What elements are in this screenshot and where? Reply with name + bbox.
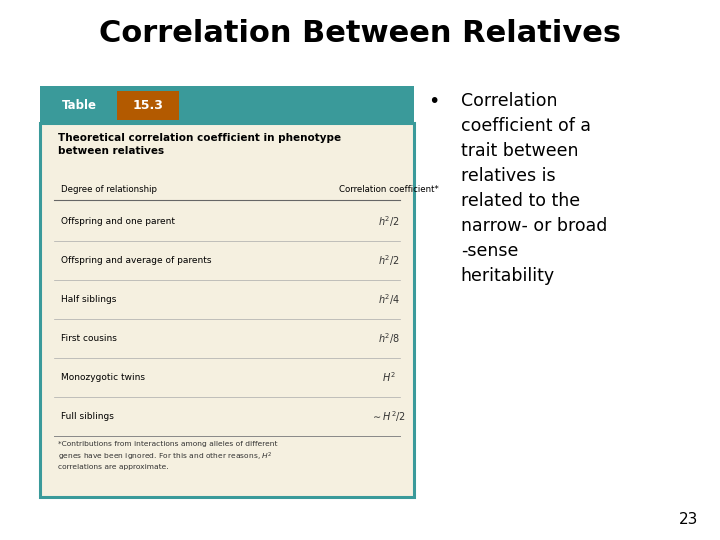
FancyBboxPatch shape — [40, 123, 414, 497]
Text: Degree of relationship: Degree of relationship — [61, 185, 157, 194]
Text: Correlation
coefficient of a
trait between
relatives is
related to the
narrow- o: Correlation coefficient of a trait betwe… — [461, 92, 607, 285]
Text: Monozygotic twins: Monozygotic twins — [61, 373, 145, 382]
Text: •: • — [428, 92, 440, 111]
Text: Offspring and one parent: Offspring and one parent — [61, 218, 175, 226]
Text: Half siblings: Half siblings — [61, 295, 117, 304]
Text: Theoretical correlation coefficient in phenotype
between relatives: Theoretical correlation coefficient in p… — [58, 133, 341, 156]
Text: $\sim H^2/2$: $\sim H^2/2$ — [372, 409, 406, 424]
FancyBboxPatch shape — [117, 91, 179, 120]
Text: $h^2/8$: $h^2/8$ — [378, 331, 400, 346]
Text: Correlation Between Relatives: Correlation Between Relatives — [99, 19, 621, 48]
Text: $h^2/2$: $h^2/2$ — [378, 214, 400, 230]
Text: First cousins: First cousins — [61, 334, 117, 343]
Text: Full siblings: Full siblings — [61, 412, 114, 421]
Text: *Contributions from interactions among alleles of different
genes have been igno: *Contributions from interactions among a… — [58, 441, 277, 470]
Text: Offspring and average of parents: Offspring and average of parents — [61, 256, 212, 265]
Text: 23: 23 — [679, 511, 698, 526]
Text: $h^2/2$: $h^2/2$ — [378, 253, 400, 268]
Text: Correlation coefficient*: Correlation coefficient* — [339, 185, 438, 194]
Text: 15.3: 15.3 — [132, 99, 163, 112]
Text: Table: Table — [62, 99, 96, 112]
Text: $H^2$: $H^2$ — [382, 370, 395, 384]
Text: $h^2/4$: $h^2/4$ — [377, 292, 400, 307]
FancyBboxPatch shape — [40, 86, 414, 125]
